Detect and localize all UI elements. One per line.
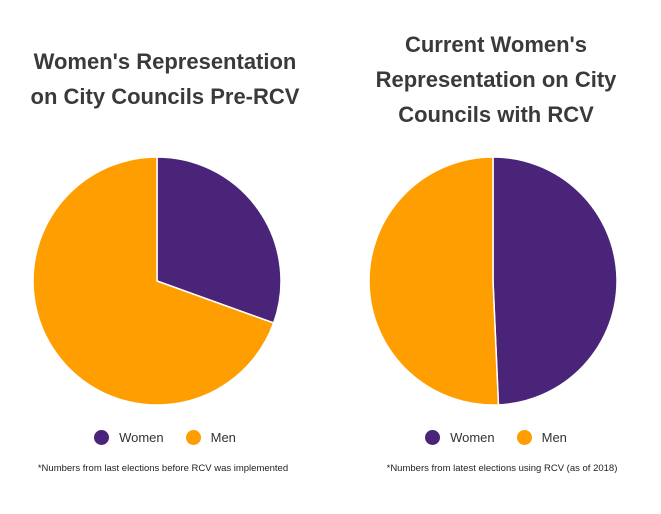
legend-label: Women — [450, 430, 495, 445]
legend-swatch-women — [94, 430, 110, 445]
pie-chart-pre-rcv: Women's Representation on City Councils … — [0, 0, 330, 514]
legend-item-men: Men — [185, 430, 236, 445]
footnote: *Numbers from latest elections using RCV… — [386, 463, 618, 474]
pie-chart-with-rcv: Current Women's Representation on City C… — [331, 0, 661, 514]
chart-title-line: Women's Representation — [33, 49, 297, 74]
legend-item-men: Men — [516, 430, 567, 445]
pie-slice-women — [492, 156, 618, 406]
legend-swatch-men — [516, 430, 532, 445]
legend-item-women: Women — [425, 430, 495, 445]
pie-slice-men — [32, 156, 275, 406]
chart-title: Women's Representation on City Councils … — [0, 44, 330, 114]
legend-label: Men — [210, 430, 236, 445]
legend-swatch-women — [425, 430, 441, 445]
pie-svg — [32, 156, 282, 406]
pie-svg — [368, 156, 618, 406]
chart-title-line: Councils with RCV — [398, 102, 594, 127]
legend: Women Men — [331, 430, 661, 445]
footnote: *Numbers from last elections before RCV … — [37, 463, 289, 474]
chart-title-line: Current Women's — [404, 32, 588, 57]
chart-title: Current Women's Representation on City C… — [331, 27, 661, 132]
legend-item-women: Women — [94, 430, 164, 445]
legend-swatch-men — [185, 430, 201, 445]
pie-slice-men — [368, 156, 500, 406]
chart-title-line: on City Councils Pre-RCV — [30, 84, 300, 109]
pie-slice-women — [156, 156, 282, 324]
legend: Women Men — [0, 430, 330, 445]
legend-label: Women — [119, 430, 164, 445]
legend-label: Men — [541, 430, 567, 445]
chart-title-line: Representation on City — [375, 67, 617, 92]
